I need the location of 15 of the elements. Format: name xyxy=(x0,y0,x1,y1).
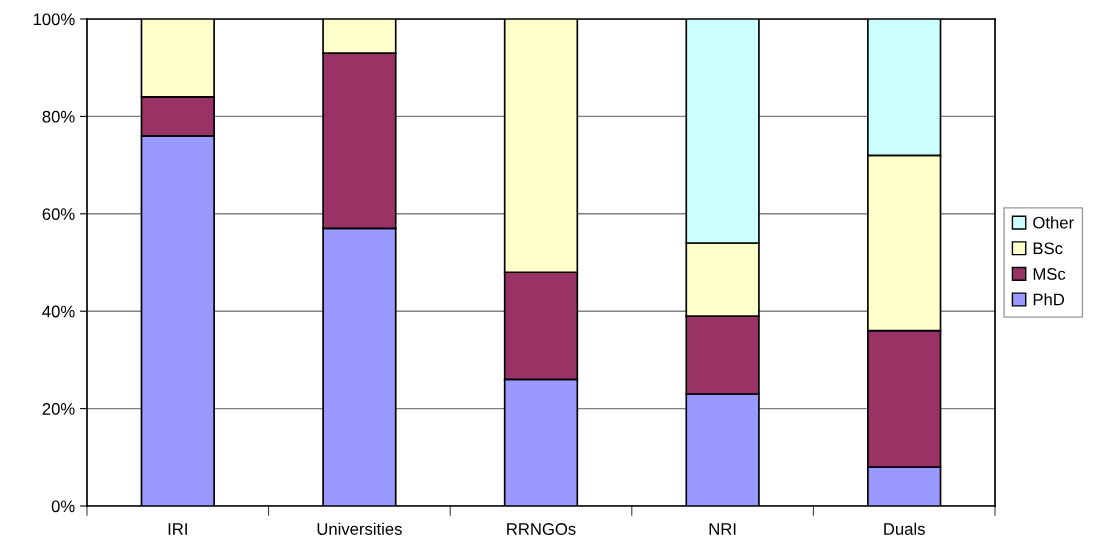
x-tick-label: NRI xyxy=(709,523,736,535)
x-tick-label: Universities xyxy=(317,522,402,535)
legend-label: Other xyxy=(1033,216,1074,229)
y-tick-label: 20% xyxy=(42,403,75,415)
x-tick-label: Duals xyxy=(884,522,925,535)
x-tick-label: IRI xyxy=(168,523,187,535)
y-tick-label: 80% xyxy=(42,110,75,123)
y-tick-label: 0% xyxy=(51,500,75,513)
legend-label: PhD xyxy=(1033,293,1065,306)
y-tick-label: 60% xyxy=(42,208,75,220)
x-tick-label: RRNGOs xyxy=(507,523,576,535)
legend-label: BSc xyxy=(1033,242,1063,255)
legend-label: MSc xyxy=(1033,268,1066,280)
y-tick-label: 100% xyxy=(33,13,75,26)
y-tick-label: 40% xyxy=(42,305,75,318)
